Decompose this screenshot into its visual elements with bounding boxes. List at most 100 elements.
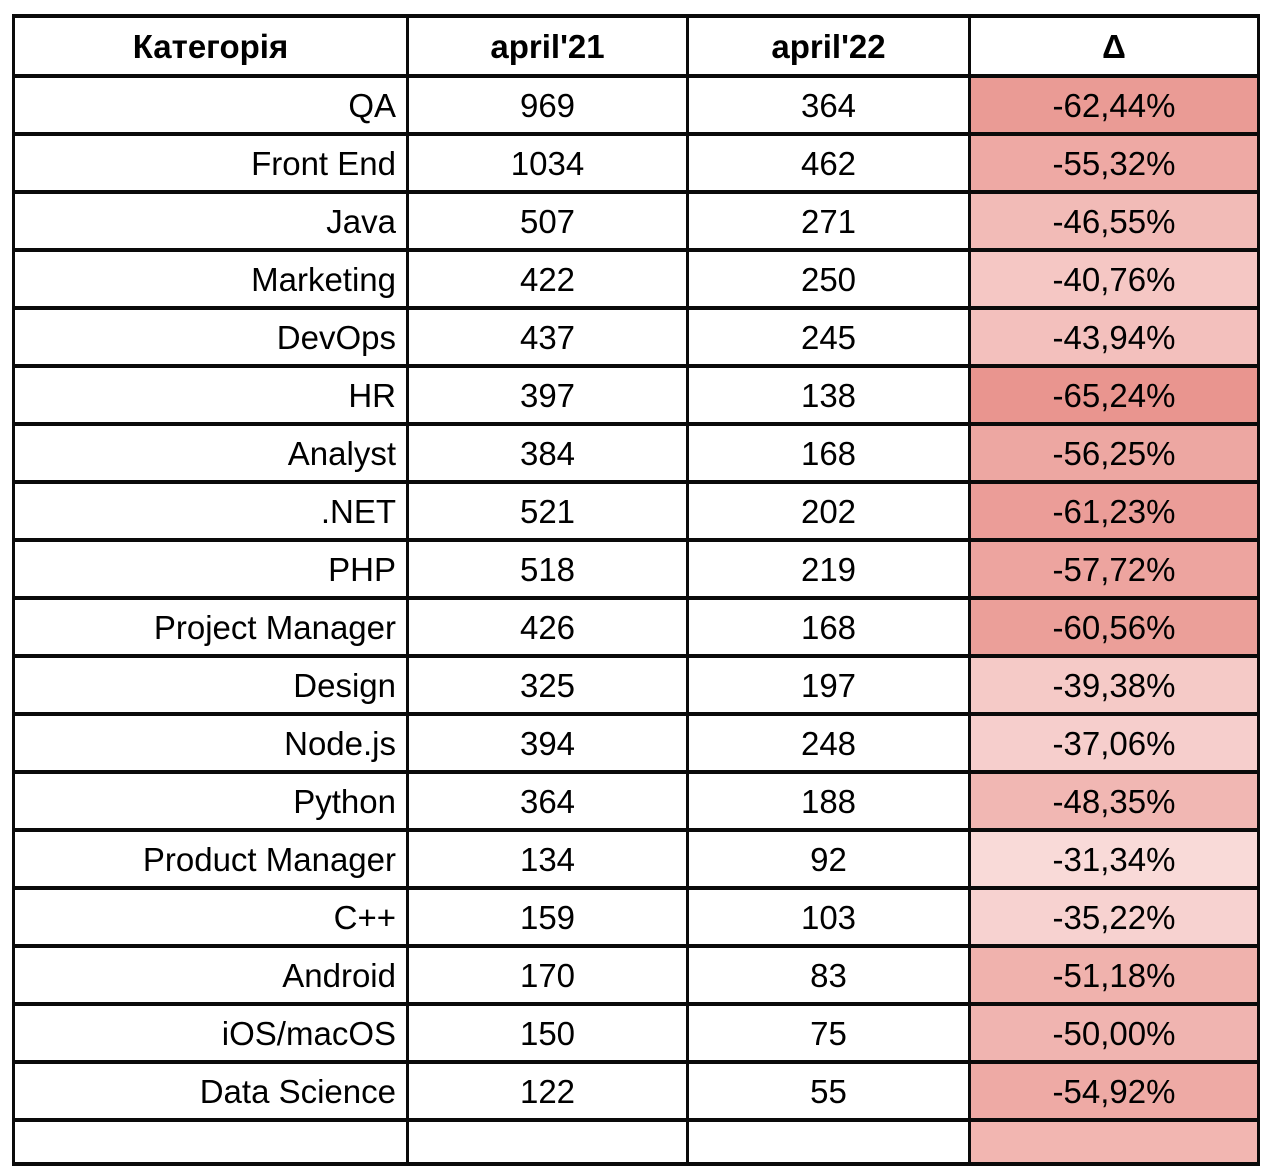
header-row: Категорія april'21 april'22 Δ — [12, 14, 1260, 78]
april22-cell: 250 — [686, 248, 971, 310]
april22-cell: 168 — [686, 422, 971, 484]
table-row: Product Manager 134 92 -31,34% — [12, 828, 1260, 890]
category-cell: iOS/macOS — [12, 1002, 409, 1064]
table-row: DevOps 437 245 -43,94% — [12, 306, 1260, 368]
april22-cell: 462 — [686, 132, 971, 194]
table-row: Marketing 422 250 -40,76% — [12, 248, 1260, 310]
april21-cell: 122 — [406, 1060, 689, 1122]
category-cell: Data Science — [12, 1060, 409, 1122]
april21-cell: 507 — [406, 190, 689, 252]
table-row: .NET 521 202 -61,23% — [12, 480, 1260, 542]
delta-cell: -62,44% — [968, 74, 1260, 136]
category-cell: Python — [12, 770, 409, 832]
table-row: Project Manager 426 168 -60,56% — [12, 596, 1260, 658]
category-cell: Java — [12, 190, 409, 252]
april22-cell: 103 — [686, 886, 971, 948]
category-comparison-table: Категорія april'21 april'22 Δ QA 969 364… — [12, 14, 1260, 1166]
category-cell: Project Manager — [12, 596, 409, 658]
april22-cell: 92 — [686, 828, 971, 890]
table-row: C++ 159 103 -35,22% — [12, 886, 1260, 948]
april21-cell: 426 — [406, 596, 689, 658]
april21-cell: 170 — [406, 944, 689, 1006]
table-row: Analyst 384 168 -56,25% — [12, 422, 1260, 484]
delta-cell: -61,23% — [968, 480, 1260, 542]
april22-cell: 75 — [686, 1002, 971, 1064]
april22-cell: 219 — [686, 538, 971, 600]
delta-cell: -39,38% — [968, 654, 1260, 716]
category-cell — [12, 1118, 409, 1166]
april22-cell: 197 — [686, 654, 971, 716]
category-cell: Analyst — [12, 422, 409, 484]
delta-cell: -51,18% — [968, 944, 1260, 1006]
delta-cell: -31,34% — [968, 828, 1260, 890]
table-row: Data Science 122 55 -54,92% — [12, 1060, 1260, 1122]
delta-cell: -50,00% — [968, 1002, 1260, 1064]
april21-cell: 364 — [406, 770, 689, 832]
april22-cell: 271 — [686, 190, 971, 252]
category-cell: .NET — [12, 480, 409, 542]
delta-cell: -57,72% — [968, 538, 1260, 600]
table-row: HR 397 138 -65,24% — [12, 364, 1260, 426]
april21-cell: 437 — [406, 306, 689, 368]
category-cell: DevOps — [12, 306, 409, 368]
table-row: QA 969 364 -62,44% — [12, 74, 1260, 136]
april22-cell: 138 — [686, 364, 971, 426]
april21-cell: 518 — [406, 538, 689, 600]
table-row: iOS/macOS 150 75 -50,00% — [12, 1002, 1260, 1064]
category-cell: Front End — [12, 132, 409, 194]
category-cell: C++ — [12, 886, 409, 948]
delta-cell: -55,32% — [968, 132, 1260, 194]
delta-cell: -46,55% — [968, 190, 1260, 252]
delta-cell: -37,06% — [968, 712, 1260, 774]
category-cell: Android — [12, 944, 409, 1006]
april21-cell: 969 — [406, 74, 689, 136]
header-april22: april'22 — [686, 14, 971, 78]
delta-cell: -56,25% — [968, 422, 1260, 484]
april21-cell — [406, 1118, 689, 1166]
delta-cell: -65,24% — [968, 364, 1260, 426]
delta-cell: -48,35% — [968, 770, 1260, 832]
table-row-partial — [12, 1118, 1260, 1166]
category-cell: PHP — [12, 538, 409, 600]
april22-cell: 168 — [686, 596, 971, 658]
delta-cell: -40,76% — [968, 248, 1260, 310]
april21-cell: 384 — [406, 422, 689, 484]
april21-cell: 150 — [406, 1002, 689, 1064]
category-cell: Product Manager — [12, 828, 409, 890]
april21-cell: 134 — [406, 828, 689, 890]
category-cell: Node.js — [12, 712, 409, 774]
header-category: Категорія — [12, 14, 409, 78]
category-cell: QA — [12, 74, 409, 136]
header-april21: april'21 — [406, 14, 689, 78]
april21-cell: 422 — [406, 248, 689, 310]
delta-cell — [968, 1118, 1260, 1166]
april22-cell: 55 — [686, 1060, 971, 1122]
delta-cell: -54,92% — [968, 1060, 1260, 1122]
table-row: Java 507 271 -46,55% — [12, 190, 1260, 252]
april21-cell: 1034 — [406, 132, 689, 194]
april22-cell: 188 — [686, 770, 971, 832]
april21-cell: 521 — [406, 480, 689, 542]
april22-cell: 248 — [686, 712, 971, 774]
delta-cell: -60,56% — [968, 596, 1260, 658]
header-delta: Δ — [968, 14, 1260, 78]
april22-cell — [686, 1118, 971, 1166]
table-row: Python 364 188 -48,35% — [12, 770, 1260, 832]
table-row: Front End 1034 462 -55,32% — [12, 132, 1260, 194]
april22-cell: 364 — [686, 74, 971, 136]
april22-cell: 245 — [686, 306, 971, 368]
april21-cell: 325 — [406, 654, 689, 716]
april21-cell: 394 — [406, 712, 689, 774]
category-cell: Marketing — [12, 248, 409, 310]
table-row: Node.js 394 248 -37,06% — [12, 712, 1260, 774]
table-row: Design 325 197 -39,38% — [12, 654, 1260, 716]
april22-cell: 202 — [686, 480, 971, 542]
delta-cell: -35,22% — [968, 886, 1260, 948]
table-row: Android 170 83 -51,18% — [12, 944, 1260, 1006]
april21-cell: 159 — [406, 886, 689, 948]
table-row: PHP 518 219 -57,72% — [12, 538, 1260, 600]
april21-cell: 397 — [406, 364, 689, 426]
april22-cell: 83 — [686, 944, 971, 1006]
category-cell: Design — [12, 654, 409, 716]
